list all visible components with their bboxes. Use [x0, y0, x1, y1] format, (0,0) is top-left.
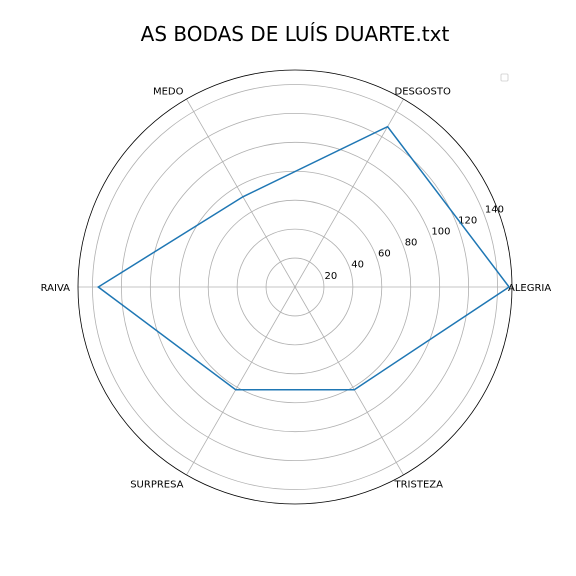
- radial-tick-labels: 20 40 60 80 100 120 140: [325, 204, 504, 281]
- category-label: RAIVA: [41, 283, 71, 294]
- category-label: MEDO: [153, 86, 184, 97]
- chart-title: AS BODAS DE LUÍS DUARTE.txt: [141, 22, 450, 46]
- category-labels: ALEGRIA DESGOSTO MEDO RAIVA SURPRESA TRISTEZA: [41, 86, 552, 490]
- r-tick-label: 120: [458, 215, 477, 226]
- grid-spoke: [186, 286, 296, 476]
- polar-grid: [78, 84, 512, 490]
- series-line: [96, 125, 511, 391]
- r-tick-label: 20: [325, 271, 338, 282]
- r-tick-label: 140: [485, 204, 504, 215]
- r-tick-label: 100: [431, 226, 450, 237]
- r-tick-label: 60: [378, 249, 391, 260]
- category-label: ALEGRIA: [508, 283, 551, 294]
- category-label: SURPRESA: [130, 480, 183, 491]
- category-label: TRISTEZA: [394, 480, 444, 491]
- r-tick-label: 80: [405, 238, 418, 249]
- r-tick-label: 40: [351, 260, 364, 271]
- grid-spoke: [294, 286, 404, 476]
- grid-spoke: [294, 98, 404, 288]
- legend-box: [500, 73, 509, 82]
- data-series: [96, 125, 511, 391]
- grid-spoke: [186, 98, 296, 288]
- category-label: DESGOSTO: [395, 86, 451, 97]
- polar-frame: [77, 69, 513, 505]
